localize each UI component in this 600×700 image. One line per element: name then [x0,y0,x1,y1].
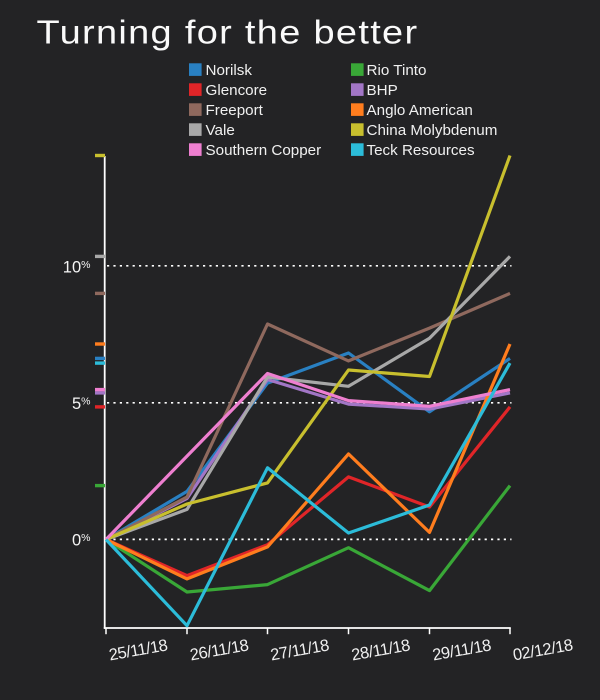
svg-text:Freeport: Freeport [206,102,264,119]
svg-text:Teck Resources: Teck Resources [367,142,475,159]
svg-text:China Molybdenum: China Molybdenum [367,122,498,139]
svg-text:Southern Copper: Southern Copper [206,142,322,159]
svg-text:Norilsk: Norilsk [206,62,253,79]
svg-text:Turning for the better: Turning for the better [37,14,419,51]
svg-text:Anglo American: Anglo American [367,102,473,119]
svg-text:Glencore: Glencore [206,82,268,99]
svg-text:BHP: BHP [367,82,398,99]
svg-text:Vale: Vale [206,122,235,139]
svg-text:Rio Tinto: Rio Tinto [367,62,427,79]
